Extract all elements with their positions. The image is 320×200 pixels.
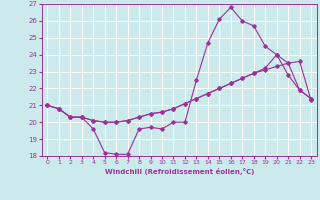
X-axis label: Windchill (Refroidissement éolien,°C): Windchill (Refroidissement éolien,°C) [105,168,254,175]
